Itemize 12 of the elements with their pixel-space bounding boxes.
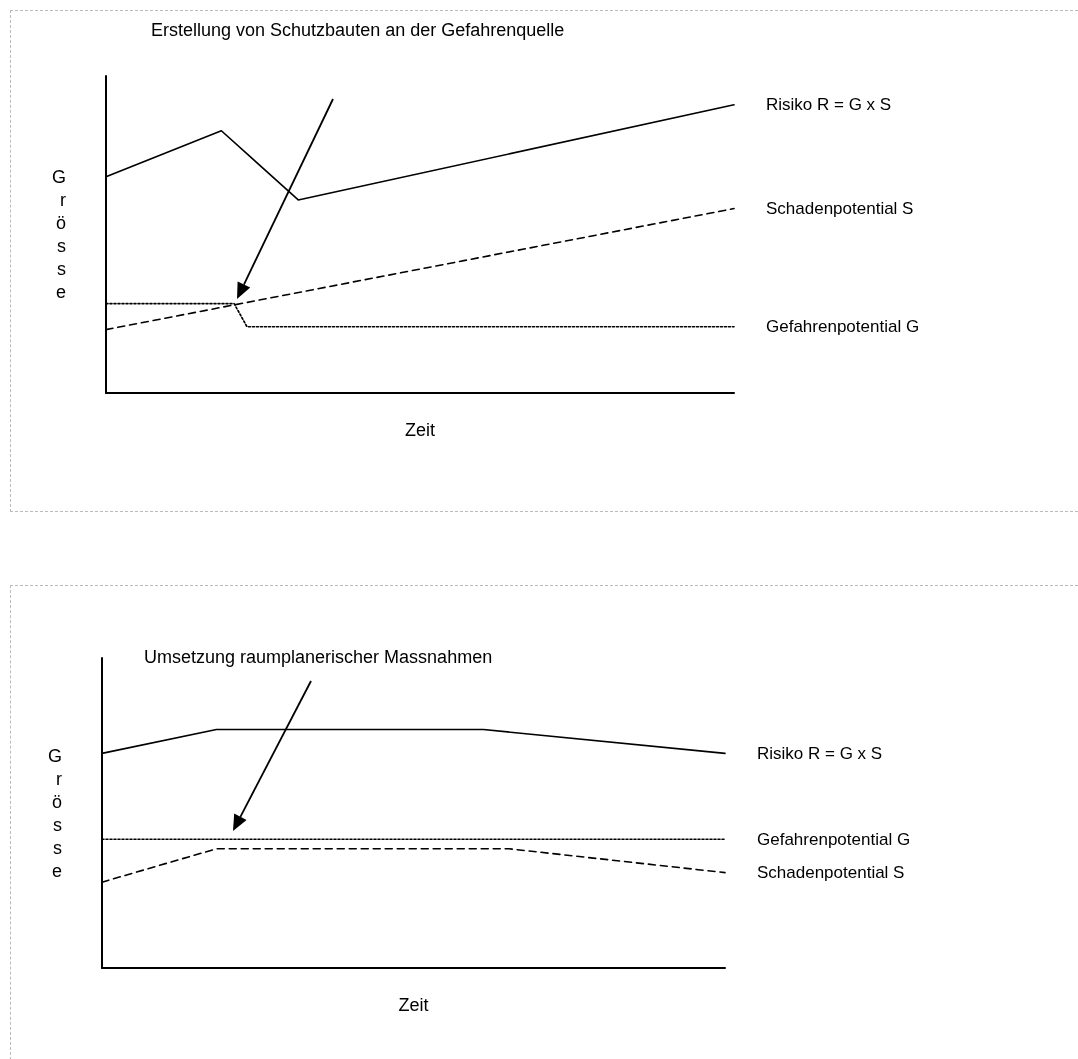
y-axis-title: Grösse [51,167,66,302]
series-label: Schadenpotential S [757,863,905,883]
series-label: Gefahrenpotential G [757,829,911,849]
y-axis-title: Grösse [47,745,62,881]
text: Erstellung von Schutzbauten an der Gefahrenquelle [151,20,565,40]
series-label: Risiko R = G x S [766,95,892,115]
text: Umsetzung raumplanerischer Massnahmen [144,647,493,667]
series-label: Risiko R = G x S [757,743,883,763]
series-label: Gefahrenpotential G [766,317,920,337]
x-axis-title: Zeit [398,995,429,1015]
x-axis-title: Zeit [404,420,436,440]
series-label: Schadenpotential S [766,199,914,219]
